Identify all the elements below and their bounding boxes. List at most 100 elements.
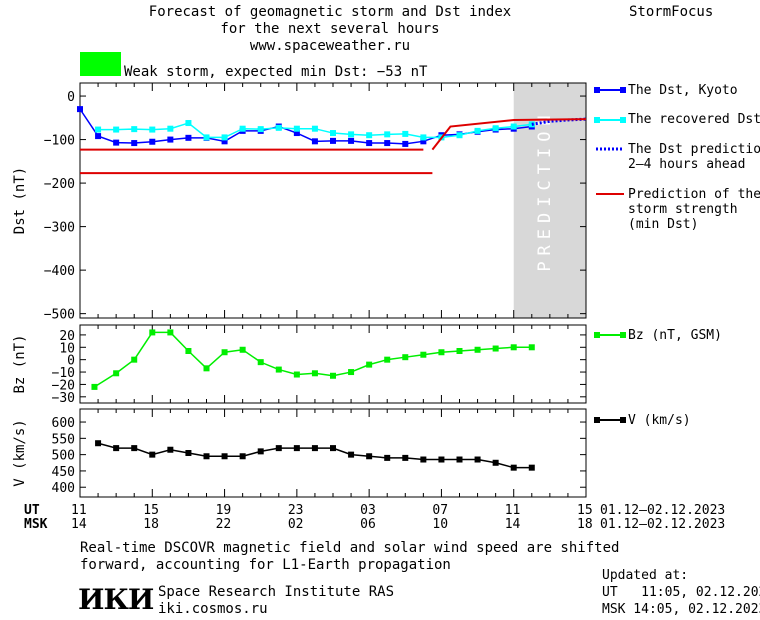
- series-v-point: [438, 456, 445, 463]
- series-dst-point: [330, 137, 336, 144]
- ut-tick-label: 23: [287, 503, 304, 518]
- series-bz-point: [348, 369, 355, 376]
- series-v-point: [330, 445, 336, 452]
- ut-tick-label: 15: [577, 503, 593, 518]
- series-bz-point: [185, 348, 192, 354]
- institute-name: Space Research Institute RAS: [158, 584, 395, 600]
- msk-date-range: 01.12–02.12.2023: [600, 517, 726, 532]
- series-dst-point: [167, 136, 174, 143]
- series-v-point: [239, 453, 246, 460]
- series-bz-point: [131, 356, 138, 363]
- series-dst-point: [95, 133, 102, 140]
- series-v-point: [131, 445, 138, 452]
- series-v-point: [420, 456, 427, 463]
- institute-site[interactable]: iki.cosmos.ru: [158, 601, 268, 617]
- legend-bz: Bz (nT, GSM): [628, 328, 722, 343]
- series-recovered-point: [95, 126, 102, 133]
- series-v-point: [474, 456, 481, 463]
- series-bz-point: [275, 366, 282, 373]
- prediction-zone-label: PREDICTION: [535, 109, 555, 271]
- series-dst-point: [384, 140, 391, 147]
- ut-date-range: 01.12–02.12.2023: [600, 503, 726, 518]
- series-v-point: [293, 445, 300, 452]
- v-y-tick-label: 400: [52, 481, 75, 496]
- chart-title-line1: Forecast of geomagnetic storm and Dst in…: [148, 4, 512, 20]
- dst-y-tick-label: −300: [44, 221, 75, 236]
- series-recovered-point: [257, 126, 264, 133]
- series-dst-point: [293, 130, 300, 137]
- series-recovered-point: [510, 123, 517, 130]
- series-recovered-point: [348, 131, 355, 138]
- series-bz-point: [91, 383, 98, 390]
- series-bz-point: [257, 359, 264, 366]
- legend-marker-v: [594, 417, 600, 423]
- legend-marker-recovered: [620, 117, 626, 123]
- series-bz-point: [510, 344, 517, 351]
- dst-y-tick-label: −500: [44, 308, 75, 323]
- v-y-tick-label: 600: [52, 416, 75, 431]
- series-recovered-point: [366, 132, 373, 139]
- ut-tick-label: 19: [215, 503, 232, 518]
- footnote-line2: forward, accounting for L1-Earth propaga…: [80, 557, 451, 573]
- series-v-point: [257, 448, 264, 455]
- series-dst-point: [402, 140, 409, 147]
- v-y-axis-label: V (km/s): [12, 419, 28, 486]
- msk-tick-label: 18: [577, 517, 593, 532]
- series-v-point: [528, 464, 535, 471]
- updated-ut: UT 11:05, 02.12.2023: [602, 585, 760, 600]
- series-bz-point: [384, 356, 391, 363]
- series-v-point: [492, 459, 499, 466]
- bz-panel-frame: [79, 324, 587, 404]
- legend-recovered-dst: The recovered Dst: [628, 112, 760, 127]
- legend-prediction-line2: 2–4 hours ahead: [628, 157, 746, 172]
- series-recovered-point: [384, 131, 391, 138]
- series-recovered-point: [311, 125, 318, 132]
- updated-label: Updated at:: [602, 568, 689, 583]
- msk-tick-label: 06: [360, 517, 376, 532]
- series-recovered-point: [474, 127, 481, 134]
- msk-tick-label: 14: [504, 517, 521, 532]
- series-dst-line: [79, 108, 532, 145]
- footnote-line1: Real-time DSCOVR magnetic field and sola…: [80, 540, 620, 556]
- dst-y-tick-label: −100: [44, 134, 75, 149]
- series-recovered-point: [221, 134, 228, 141]
- series-recovered-point: [131, 126, 138, 133]
- msk-tick-label: 14: [71, 517, 87, 532]
- series-v-point: [167, 446, 174, 453]
- legend-prediction-line1: The Dst prediction: [628, 142, 760, 157]
- series-dst-point: [185, 134, 192, 141]
- series-recovered-point: [203, 134, 210, 141]
- series-recovered-point: [149, 126, 156, 133]
- bz-y-tick-label: 20: [59, 329, 75, 344]
- bz-y-tick-label: 0: [67, 354, 75, 369]
- series-recovered-point: [275, 124, 282, 131]
- series-dst-point: [131, 140, 138, 147]
- series-strength-segment: [431, 118, 587, 151]
- series-recovered-point: [293, 125, 300, 132]
- bz-y-tick-label: −20: [52, 378, 75, 393]
- bz-y-tick-label: −30: [52, 391, 75, 406]
- series-bz-point: [330, 372, 336, 379]
- v-y-tick-label: 500: [52, 449, 75, 464]
- series-dst-point: [311, 138, 318, 145]
- series-bz-point: [203, 365, 210, 372]
- series-bz-point: [293, 371, 300, 378]
- ut-label: UT: [24, 503, 40, 518]
- legend-strength-line2: storm strength: [628, 202, 738, 217]
- dst-y-axis-label: Dst (nT): [12, 167, 28, 234]
- ut-tick-label: 03: [360, 503, 376, 518]
- legend-v: V (km/s): [628, 413, 691, 428]
- series-bz-point: [221, 349, 228, 356]
- dst-y-tick-label: −200: [44, 177, 75, 192]
- series-recovered-point: [456, 132, 463, 139]
- chart-title-line2: for the next several hours: [220, 21, 440, 37]
- series-dst-point: [420, 138, 427, 145]
- series-dst-point: [366, 140, 373, 147]
- series-bz-point: [438, 349, 445, 356]
- series-bz-point: [113, 370, 120, 377]
- brand-title: StormFocus: [629, 4, 714, 20]
- legend-strength-line1: Prediction of the: [628, 187, 760, 202]
- series-dst-point: [348, 137, 355, 144]
- dst-y-tick-label: −400: [44, 264, 75, 279]
